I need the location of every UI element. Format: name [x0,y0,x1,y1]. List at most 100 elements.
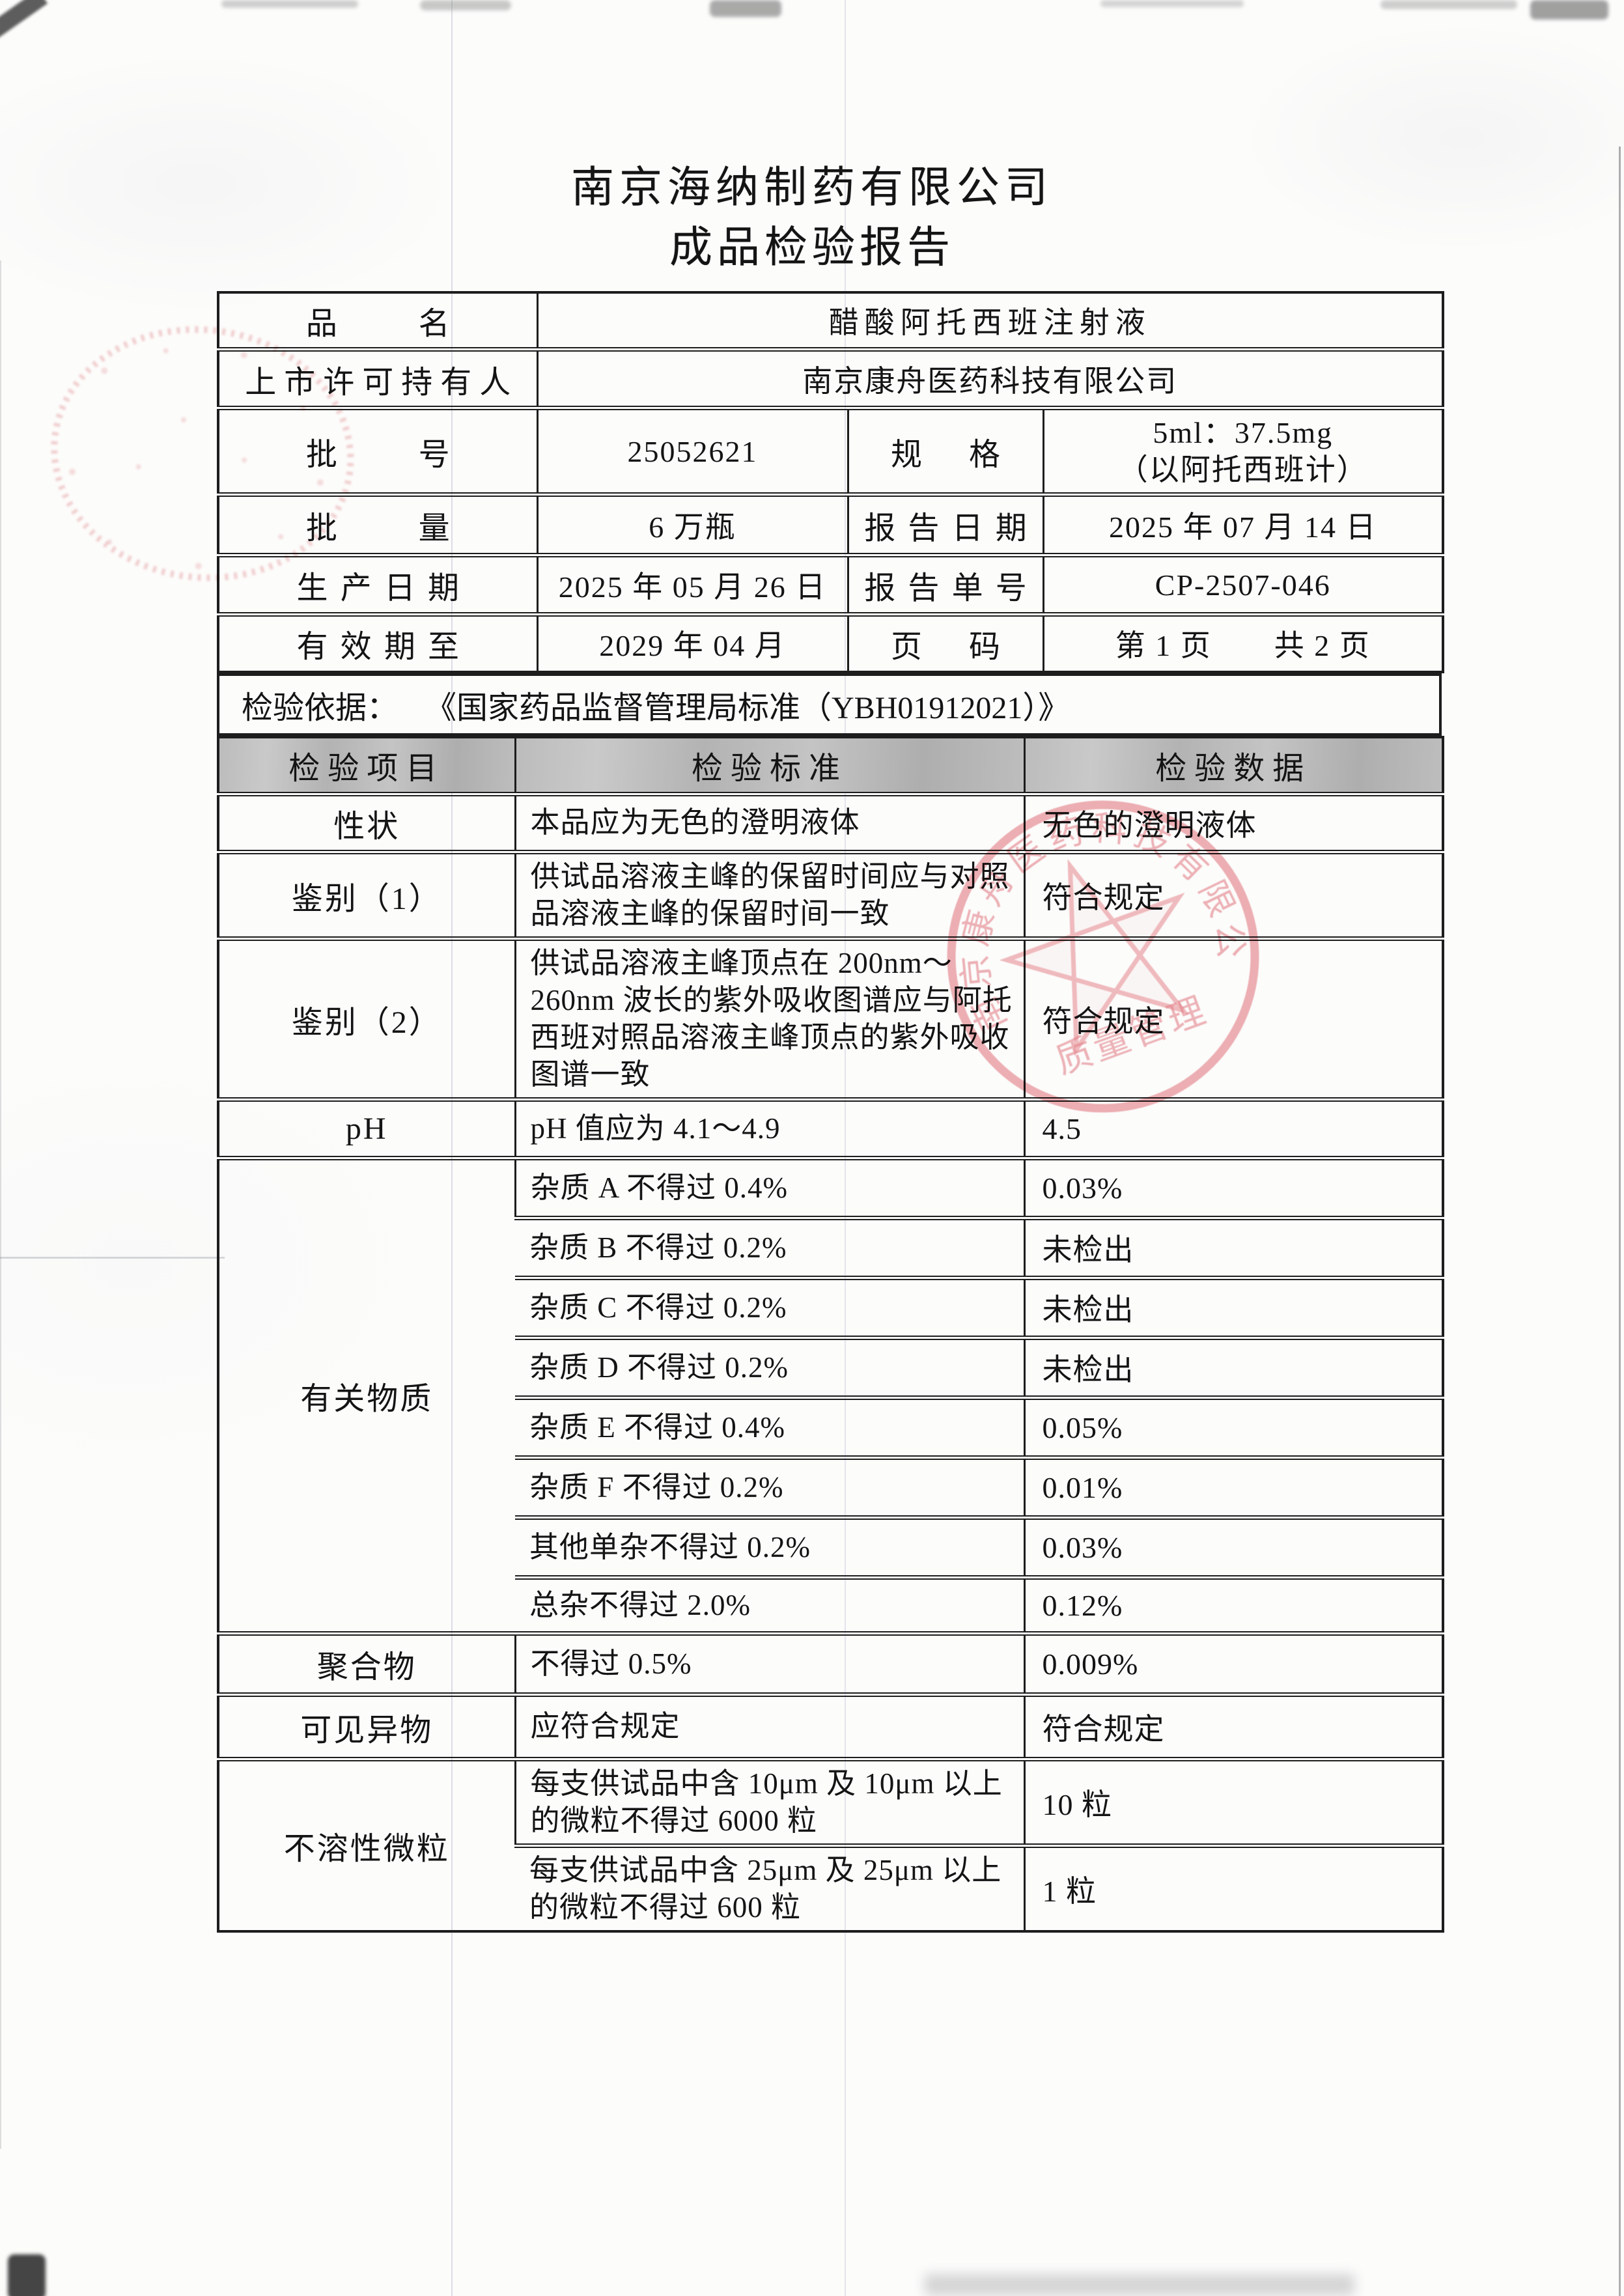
spec-line2: （以阿托西班计） [1117,453,1368,486]
scan-smudge [1100,0,1244,7]
result-appearance: 无色的澄明液体 [1023,791,1443,852]
scan-edge-line-right [1619,147,1621,2296]
scan-mark-bottom-left [8,2254,46,2296]
table-row: 不溶性微粒 每支供试品中含 10μm 及 10μm 以上的微粒不得过 6000 … [218,1756,1443,1931]
column-header-standard: 检验标准 [514,736,1024,794]
info-table: 品名 醋酸阿托西班注射液 上市许可持有人 南京康舟医药科技有限公司 批号 250… [217,291,1444,673]
result-visible-particles: 符合规定 [1023,1692,1443,1759]
batch-no-label: 批号 [218,406,537,495]
table-row: 鉴别（2） 供试品溶液主峰顶点在 200nm～260nm 波长的紫外吸收图谱应与… [218,936,1443,1099]
inspection-basis-value: 《国家药品监督管理局标准（YBH01912021）》 [425,690,1070,725]
item-identification-1: 鉴别（1） [218,849,515,938]
report-header: 南京海纳制药有限公司 成品检验报告 [0,163,1624,273]
standard-appearance: 本品应为无色的澄明液体 [514,791,1024,852]
standard-visible-particles: 应符合规定 [514,1692,1024,1759]
table-row: 杂质 B 不得过 0.2% 未检出 [218,1215,1443,1278]
report-no-label: 报告单号 [847,553,1043,615]
table-row: 可见异物 应符合规定 符合规定 [218,1692,1443,1759]
report-title: 成品检验报告 [669,224,955,272]
table-row: pH pH 值应为 4.1～4.9 4.5 [218,1097,1443,1158]
result-polymer: 0.009% [1023,1631,1443,1694]
item-polymer: 聚合物 [218,1631,515,1694]
result-particles-10um: 10 粒 [1023,1756,1443,1845]
item-related-substances: 有关物质 [218,1155,515,1633]
result-identification-1: 符合规定 [1023,849,1443,938]
standard-identification-1: 供试品溶液主峰的保留时间应与对照品溶液主峰的保留时间一致 [514,849,1024,938]
table-row: 有效期至 2029 年 04 月 页码 第 1 页 共 2 页 [218,612,1443,672]
standard-particles-25um: 每支供试品中含 25μm 及 25μm 以上的微粒不得过 600 粒 [515,1843,1024,1931]
report-date-value: 2025 年 07 月 14 日 [1042,492,1443,555]
standard-total-impurity: 总杂不得过 2.0% [515,1575,1024,1633]
table-row: 上市许可持有人 南京康舟医药科技有限公司 [218,347,1443,408]
standard-polymer: 不得过 0.5% [514,1631,1024,1694]
table-row: 批量 6 万瓶 报告日期 2025 年 07 月 14 日 [218,492,1443,555]
result-impurity-d: 未检出 [1023,1335,1443,1397]
table-row: 杂质 D 不得过 0.2% 未检出 [218,1335,1443,1397]
table-row: 品名 醋酸阿托西班注射液 [218,292,1443,350]
product-name-value: 醋酸阿托西班注射液 [536,292,1443,350]
table-row: 批号 25052621 规格 5ml：37.5mg （以阿托西班计） [218,406,1443,495]
standard-impurity-c: 杂质 C 不得过 0.2% [515,1275,1024,1337]
standard-impurity-d: 杂质 D 不得过 0.2% [515,1335,1024,1397]
batch-no-value: 25052621 [536,406,848,495]
expiry-label: 有效期至 [218,612,537,672]
scan-edge-line-left [0,260,1,2149]
table-row: 杂质 E 不得过 0.4% 0.05% [218,1395,1443,1457]
table-row: 性状 本品应为无色的澄明液体 无色的澄明液体 [218,791,1443,852]
spec-line1: 5ml：37.5mg [1153,416,1334,449]
standard-impurity-f: 杂质 F 不得过 0.2% [515,1455,1024,1517]
test-results-table: 检验项目 检验标准 检验数据 性状 本品应为无色的澄明液体 无色的澄明液体 鉴别… [217,735,1444,1933]
result-identification-2: 符合规定 [1023,936,1443,1099]
mah-label: 上市许可持有人 [218,347,537,408]
table-row: 有关物质 杂质 A 不得过 0.4% 0.03% [218,1155,1443,1633]
table-row: 聚合物 不得过 0.5% 0.009% [218,1631,1443,1694]
mah-value: 南京康舟医药科技有限公司 [536,347,1443,408]
standard-impurity-e: 杂质 E 不得过 0.4% [515,1395,1024,1457]
table-row: 其他单杂不得过 0.2% 0.03% [218,1515,1443,1577]
item-appearance: 性状 [218,791,515,852]
batch-qty-value: 6 万瓶 [536,492,848,555]
result-impurity-b: 未检出 [1023,1215,1443,1278]
horizontal-fold-crease [0,1257,225,1259]
table-row: 总杂不得过 2.0% 0.12% [218,1575,1443,1633]
inspection-basis-label: 检验依据： [242,690,399,725]
scan-smear-bottom [925,2274,1354,2296]
result-impurity-e: 0.05% [1023,1395,1443,1457]
report-no-value: CP-2507-046 [1042,553,1443,615]
inspection-basis-row: 检验依据： 《国家药品监督管理局标准（YBH01912021）》 [217,673,1442,736]
item-visible-particles: 可见异物 [218,1692,515,1759]
result-impurity-f: 0.01% [1023,1455,1443,1517]
result-total-impurity: 0.12% [1023,1575,1443,1633]
company-name-title: 南京海纳制药有限公司 [571,164,1053,212]
table-header-row: 检验项目 检验标准 检验数据 [218,736,1443,794]
product-name-label: 品名 [305,307,450,341]
result-ph: 4.5 [1023,1097,1443,1158]
item-identification-2: 鉴别（2） [218,936,515,1099]
result-impurity-a: 0.03% [1023,1155,1443,1218]
result-impurity-c: 未检出 [1023,1275,1443,1337]
scan-corner-mark [0,0,48,38]
spec-label: 规格 [847,406,1043,495]
page-no-label: 页码 [847,612,1043,672]
mfg-date-label: 生产日期 [218,553,537,615]
mfg-date-value: 2025 年 05 月 26 日 [536,553,848,615]
result-other-single-impurity: 0.03% [1023,1515,1443,1577]
standard-identification-2: 供试品溶液主峰顶点在 200nm～260nm 波长的紫外吸收图谱应与阿托西班对照… [514,936,1024,1099]
standard-impurity-b: 杂质 B 不得过 0.2% [515,1215,1024,1278]
table-row: 每支供试品中含 25μm 及 25μm 以上的微粒不得过 600 粒 1 粒 [218,1843,1443,1931]
scan-smudge [710,0,781,17]
scan-smudge [1530,0,1608,20]
scan-smudge [1380,0,1517,9]
scan-smudge [420,0,511,10]
table-row: 杂质 F 不得过 0.2% 0.01% [218,1455,1443,1517]
standard-ph: pH 值应为 4.1～4.9 [514,1097,1024,1158]
standard-particles-10um: 每支供试品中含 10μm 及 10μm 以上的微粒不得过 6000 粒 [514,1756,1024,1845]
item-ph: pH [218,1097,515,1158]
table-row: 鉴别（1） 供试品溶液主峰的保留时间应与对照品溶液主峰的保留时间一致 符合规定 [218,849,1443,938]
standard-other-single-impurity: 其他单杂不得过 0.2% [515,1515,1024,1577]
expiry-value: 2029 年 04 月 [536,612,848,672]
column-header-data: 检验数据 [1023,736,1443,794]
result-particles-25um: 1 粒 [1023,1843,1443,1931]
report-body: 品名 醋酸阿托西班注射液 上市许可持有人 南京康舟医药科技有限公司 批号 250… [217,291,1444,1933]
